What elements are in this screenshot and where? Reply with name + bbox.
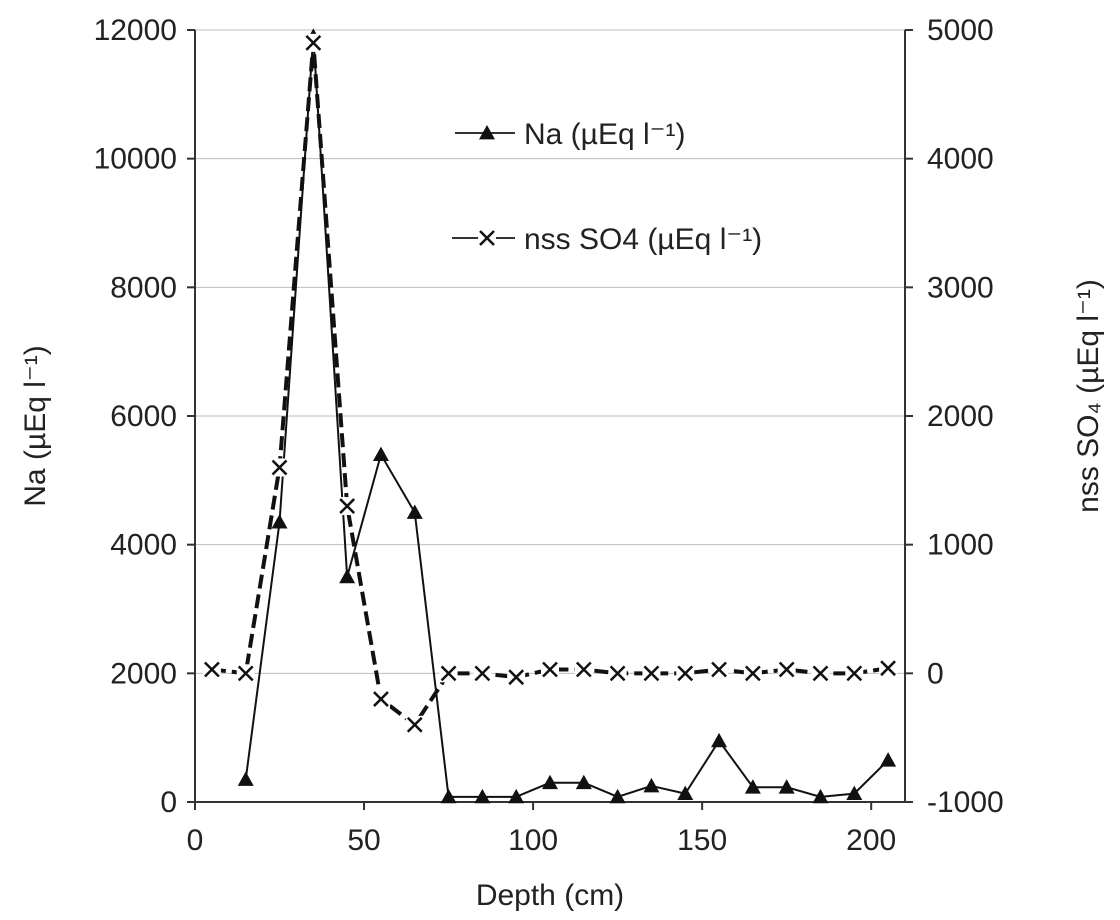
data-point-so4	[440, 665, 457, 682]
data-point-so4	[339, 498, 356, 514]
x-tick-label: 0	[187, 824, 204, 857]
data-point-na	[237, 771, 254, 786]
legend-na-label: Na (µEq l⁻¹)	[524, 118, 685, 151]
data-point-na	[711, 732, 728, 748]
data-point-na	[778, 779, 795, 794]
data-point-so4	[474, 665, 491, 682]
data-point-na	[474, 788, 491, 804]
y-right-tick-label: -1000	[927, 786, 1004, 819]
series-line-so4	[211, 40, 889, 727]
data-point-so4	[305, 34, 322, 51]
legend-item-so4: nss SO4 (µEq l⁻¹)	[452, 223, 762, 256]
y-left-tick-label: 0	[160, 786, 177, 819]
y-right-tick-label: 3000	[927, 271, 994, 304]
y-left-tick-label: 8000	[110, 271, 177, 304]
y-right-tick-label: 0	[927, 657, 944, 690]
x-tick-label: 50	[347, 824, 380, 857]
data-point-na	[406, 504, 423, 519]
data-point-so4	[778, 661, 795, 678]
data-point-so4	[643, 665, 660, 682]
x-tick-label: 150	[677, 824, 727, 857]
data-point-so4	[609, 665, 626, 682]
data-point-so4	[677, 665, 694, 682]
y-axis-right-label: nss SO₄ (µEq l⁻¹)	[1072, 279, 1105, 513]
y-left-tick-label: 12000	[94, 14, 177, 47]
y-left-tick-label: 6000	[110, 400, 177, 433]
series-line-na	[244, 35, 889, 798]
y-right-tick-label: 2000	[927, 400, 994, 433]
y-axis-left-label: Na (µEq l⁻¹)	[19, 345, 52, 506]
ticks: 020004000600080001000012000-100001000200…	[94, 14, 1004, 857]
legend-so4-label: nss SO4 (µEq l⁻¹)	[524, 223, 762, 256]
data-point-so4	[237, 665, 254, 682]
data-point-na	[575, 774, 592, 790]
data-point-so4	[846, 665, 863, 682]
x-axis-label: Depth (cm)	[476, 879, 624, 912]
legend-na-marker	[479, 125, 495, 140]
y-left-tick-label: 10000	[94, 143, 177, 176]
data-point-so4	[542, 661, 558, 678]
x-tick-label: 100	[508, 824, 558, 857]
data-point-na	[643, 777, 660, 793]
data-point-na	[677, 785, 694, 801]
data-point-so4	[373, 691, 389, 707]
data-point-so4	[812, 665, 829, 682]
data-point-so4	[880, 660, 896, 677]
data-point-so4	[744, 665, 761, 682]
legend-item-na: Na (µEq l⁻¹)	[455, 118, 685, 151]
data-point-so4	[508, 669, 525, 686]
data-point-so4	[204, 661, 220, 678]
data-point-so4	[711, 661, 727, 678]
data-point-na	[609, 788, 626, 804]
y-left-tick-label: 2000	[110, 657, 177, 690]
series-layer	[202, 28, 898, 804]
data-point-na	[744, 779, 761, 794]
data-point-so4	[575, 661, 592, 678]
legend: Na (µEq l⁻¹) nss SO4 (µEq l⁻¹)	[452, 118, 762, 256]
x-tick-label: 200	[846, 824, 896, 857]
y-right-tick-label: 4000	[927, 143, 994, 176]
data-point-na	[812, 788, 829, 804]
data-point-na	[339, 568, 356, 584]
y-left-tick-label: 4000	[110, 529, 177, 562]
y-right-tick-label: 5000	[927, 14, 994, 47]
data-point-na	[880, 752, 897, 767]
data-point-so4	[271, 459, 288, 476]
data-point-na	[372, 446, 389, 461]
data-point-na	[440, 788, 457, 804]
legend-so4-marker	[478, 229, 496, 247]
y-right-tick-label: 1000	[927, 529, 994, 562]
data-point-na	[542, 774, 558, 790]
data-point-na	[846, 785, 863, 801]
data-point-so4	[406, 716, 423, 733]
data-point-na	[271, 514, 288, 529]
data-point-na	[508, 788, 525, 804]
